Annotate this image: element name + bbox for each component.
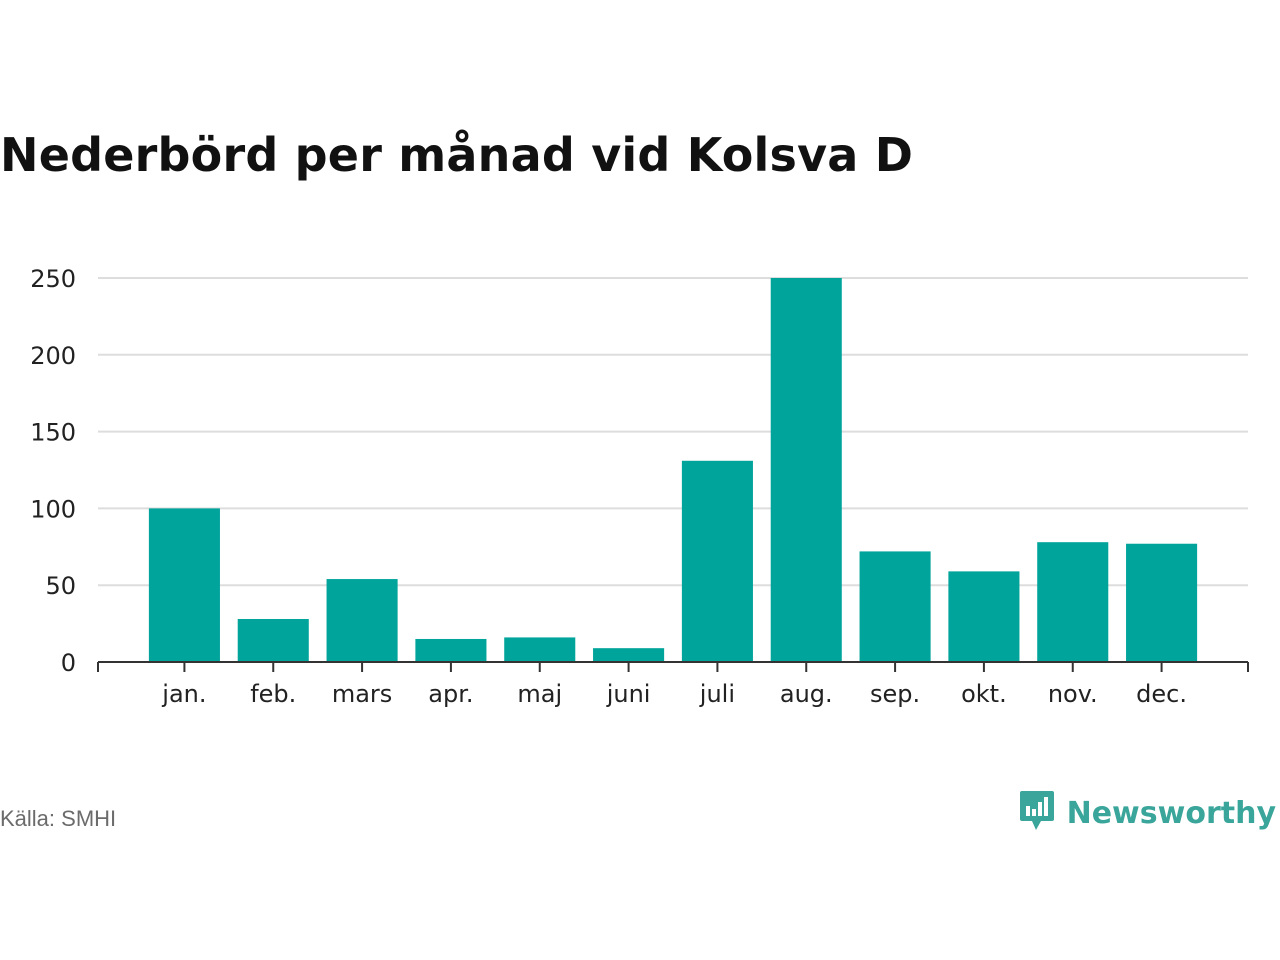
x-axis-labels: jan. feb. mars apr. maj juni juli aug. sep. okt. n… (161, 680, 1187, 708)
y-tick-label: 0 (61, 649, 76, 677)
chart-title: Nederbörd per månad vid Kolsva D (0, 128, 914, 182)
y-tick-label: 250 (30, 265, 76, 293)
brand-logo: Newsworthy (1019, 790, 1276, 837)
bar-11 (1126, 543, 1198, 662)
bar-1 (237, 618, 309, 662)
bar-0 (148, 508, 220, 662)
x-tick-label: dec. (1136, 680, 1187, 708)
bar-2 (326, 579, 398, 662)
x-tick-label: juni (606, 680, 651, 708)
gridlines (98, 277, 1248, 587)
bar-8 (859, 551, 931, 662)
x-tick-label: jan. (161, 680, 206, 708)
newsworthy-logo-icon (1019, 790, 1055, 837)
y-tick-label: 50 (45, 572, 76, 600)
y-tick-label: 100 (30, 495, 76, 523)
x-tick-label: juli (699, 680, 735, 708)
brand-name: Newsworthy (1066, 796, 1276, 831)
bar-9 (948, 571, 1020, 662)
x-tick-label: maj (517, 680, 562, 708)
x-tick-label: okt. (961, 680, 1007, 708)
bar-10 (1037, 542, 1109, 662)
x-tick-label: nov. (1048, 680, 1098, 708)
x-tick-label: mars (332, 680, 392, 708)
bar-7 (770, 278, 842, 662)
bars (148, 278, 1198, 662)
y-tick-label: 200 (30, 342, 76, 370)
x-tick-label: feb. (250, 680, 296, 708)
bar-4 (504, 637, 576, 662)
y-axis-labels: 0 50 100 150 200 250 (30, 265, 76, 677)
y-tick-label: 150 (30, 419, 76, 447)
bar-5 (593, 648, 665, 662)
bar-6 (681, 460, 753, 662)
x-tick-label: apr. (428, 680, 473, 708)
source-note: Källa: SMHI (0, 806, 117, 831)
x-axis (97, 661, 1249, 672)
x-tick-label: aug. (780, 680, 833, 708)
bar-3 (415, 638, 487, 662)
x-tick-label: sep. (870, 680, 920, 708)
